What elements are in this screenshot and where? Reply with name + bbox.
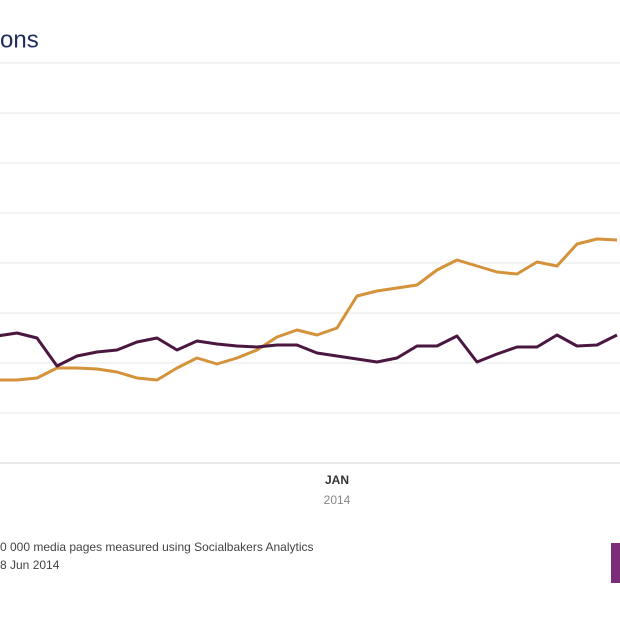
chart-title: ons — [0, 26, 39, 53]
series-line — [0, 237, 618, 382]
x-year-label: 2014 — [324, 493, 351, 507]
footnote: 8 Jun 2014 — [0, 558, 60, 572]
x-tick-label: JAN — [325, 473, 349, 487]
footnote: 0 000 media pages measured using Socialb… — [0, 540, 314, 554]
series-line — [0, 331, 618, 368]
logo — [611, 543, 620, 583]
